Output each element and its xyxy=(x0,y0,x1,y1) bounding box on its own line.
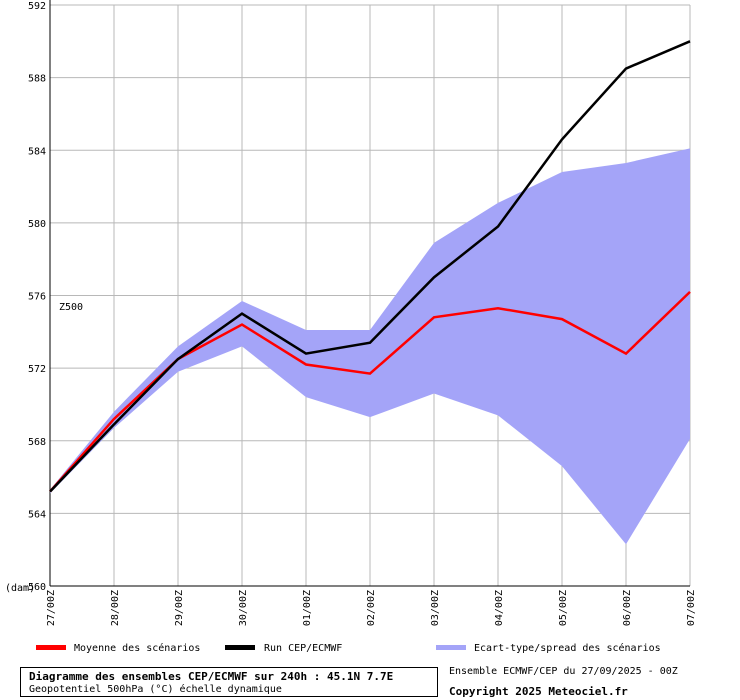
y-tick-label: 564 xyxy=(28,509,46,520)
x-tick-label: 04/00Z xyxy=(494,590,505,626)
run-info: Ensemble ECMWF/CEP du 27/09/2025 - 00Z xyxy=(449,666,678,677)
run-line xyxy=(49,40,691,493)
y-tick-label: 572 xyxy=(28,364,46,375)
x-tick-label: 29/00Z xyxy=(174,590,185,626)
y-tick-label: 592 xyxy=(28,1,46,12)
x-tick-labels: 27/00Z 28/00Z 29/00Z 30/00Z 01/00Z 02/00Z 03/0… xyxy=(46,590,697,626)
legend: Moyenne des scénarios Run CEP/ECMWF Ecar… xyxy=(36,642,661,654)
y-tick-label: 568 xyxy=(28,437,46,448)
y-tick-label: 576 xyxy=(28,292,46,303)
x-tick-label: 27/00Z xyxy=(46,590,57,626)
chart-subtitle: Geopotentiel 500hPa (°C) échelle dynamiq… xyxy=(29,684,282,695)
y-tick-label: 560 xyxy=(28,582,46,593)
x-tick-label: 01/00Z xyxy=(302,590,313,626)
legend-label-mean: Moyenne des scénarios xyxy=(74,642,200,654)
legend-label-run: Run CEP/ECMWF xyxy=(264,643,342,654)
footer-info-box: Diagramme des ensembles CEP/ECMWF sur 24… xyxy=(20,667,438,697)
mean-line xyxy=(49,290,691,493)
x-tick-label: 30/00Z xyxy=(238,590,249,626)
spread-band xyxy=(50,148,690,545)
x-tick-label: 05/00Z xyxy=(558,590,569,626)
chart-title: Diagramme des ensembles CEP/ECMWF sur 24… xyxy=(29,670,394,683)
y-tick-label: 588 xyxy=(28,74,46,85)
series-label: Z500 xyxy=(59,302,83,313)
y-tick-label: 580 xyxy=(28,219,46,230)
legend-swatch-spread xyxy=(436,645,466,650)
y-tick-labels: 560 564 568 572 576 580 584 588 592 xyxy=(28,1,46,593)
x-tick-label: 07/00Z xyxy=(686,590,697,626)
x-tick-label: 03/00Z xyxy=(430,590,441,626)
x-tick-label: 28/00Z xyxy=(110,590,121,626)
x-tick-label: 02/00Z xyxy=(366,590,377,626)
legend-swatch-mean xyxy=(36,645,66,650)
x-tick-label: 06/00Z xyxy=(622,590,633,626)
unit-label: (dam) xyxy=(5,583,35,594)
legend-swatch-run xyxy=(225,645,255,650)
copyright: Copyright 2025 Meteociel.fr xyxy=(449,685,628,698)
y-tick-label: 584 xyxy=(28,146,46,157)
legend-label-spread: Ecart-type/spread des scénarios xyxy=(474,642,661,654)
